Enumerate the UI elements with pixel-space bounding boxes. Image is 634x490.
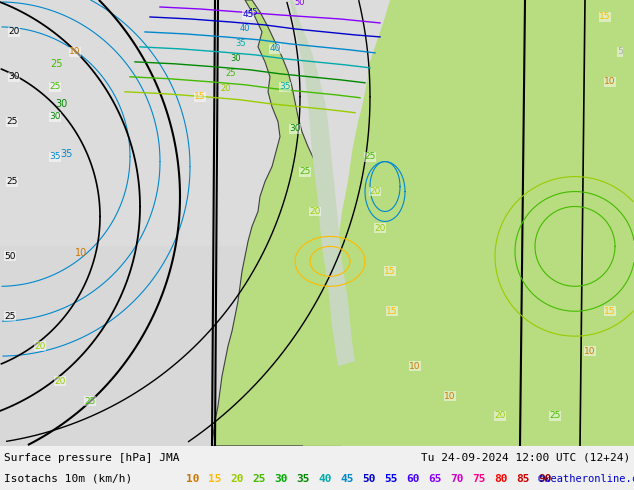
Text: Surface pressure [hPa] JMA: Surface pressure [hPa] JMA — [4, 453, 179, 463]
Bar — [0, 0, 215, 446]
Text: 45: 45 — [248, 8, 259, 17]
Text: 35: 35 — [235, 39, 245, 48]
Text: 20: 20 — [220, 84, 231, 93]
Text: 80: 80 — [494, 474, 507, 484]
Text: 25: 25 — [549, 412, 560, 420]
Text: 25: 25 — [252, 474, 266, 484]
Text: 20: 20 — [309, 207, 321, 216]
Text: 15: 15 — [386, 307, 398, 316]
Text: 50: 50 — [4, 252, 16, 261]
Text: 30: 30 — [230, 54, 241, 63]
Text: 15: 15 — [604, 307, 616, 316]
Text: 40: 40 — [269, 45, 281, 53]
Text: 25: 25 — [365, 152, 376, 161]
Text: 65: 65 — [428, 474, 441, 484]
Text: 30: 30 — [289, 124, 301, 133]
Text: 45: 45 — [242, 10, 254, 20]
Text: 25: 25 — [49, 82, 61, 91]
Text: 85: 85 — [516, 474, 529, 484]
Text: 35: 35 — [296, 474, 309, 484]
Text: 10: 10 — [75, 248, 87, 258]
Text: 50: 50 — [295, 0, 305, 7]
Text: 20: 20 — [55, 376, 66, 386]
Polygon shape — [303, 0, 634, 446]
Text: 35: 35 — [279, 82, 291, 91]
Text: 25: 25 — [225, 69, 235, 78]
Text: 10: 10 — [69, 48, 81, 56]
Text: 35: 35 — [60, 148, 72, 159]
Text: 15: 15 — [384, 267, 396, 276]
Polygon shape — [212, 0, 360, 446]
Text: 70: 70 — [450, 474, 463, 484]
Text: 30: 30 — [49, 112, 61, 121]
Text: 40: 40 — [318, 474, 332, 484]
Text: 10: 10 — [186, 474, 200, 484]
Text: 30: 30 — [274, 474, 287, 484]
Text: Isotachs 10m (km/h): Isotachs 10m (km/h) — [4, 474, 133, 484]
Text: 45: 45 — [340, 474, 354, 484]
Text: 25: 25 — [6, 177, 18, 186]
Text: 30: 30 — [8, 73, 20, 81]
Text: 35: 35 — [49, 152, 61, 161]
Text: 30: 30 — [55, 99, 67, 109]
Text: 25: 25 — [4, 312, 16, 321]
Text: 90: 90 — [538, 474, 552, 484]
Text: 20: 20 — [34, 342, 46, 351]
Text: 10: 10 — [585, 346, 596, 356]
Text: 20: 20 — [374, 224, 385, 233]
Text: 40: 40 — [240, 24, 250, 33]
Text: 15: 15 — [599, 12, 611, 22]
Text: 75: 75 — [472, 474, 486, 484]
Text: 25: 25 — [84, 396, 96, 406]
Text: 20: 20 — [370, 187, 380, 196]
Text: 25: 25 — [299, 167, 311, 176]
Bar — [0, 246, 245, 446]
Text: 10: 10 — [444, 392, 456, 400]
Polygon shape — [290, 0, 355, 366]
Text: 15: 15 — [194, 92, 206, 101]
Text: 25: 25 — [6, 117, 18, 126]
Text: Tu 24-09-2024 12:00 UTC (12+24): Tu 24-09-2024 12:00 UTC (12+24) — [421, 453, 630, 463]
Text: 5: 5 — [617, 48, 623, 56]
Text: 25: 25 — [50, 59, 63, 69]
Text: 20: 20 — [8, 27, 20, 36]
Text: ©weatheronline.co.uk: ©weatheronline.co.uk — [538, 474, 634, 484]
Text: 20: 20 — [495, 412, 506, 420]
Text: 50: 50 — [362, 474, 375, 484]
Text: 60: 60 — [406, 474, 420, 484]
Text: 20: 20 — [230, 474, 243, 484]
Text: 55: 55 — [384, 474, 398, 484]
Text: 10: 10 — [410, 362, 421, 370]
Text: 10: 10 — [604, 77, 616, 86]
Text: 15: 15 — [208, 474, 221, 484]
